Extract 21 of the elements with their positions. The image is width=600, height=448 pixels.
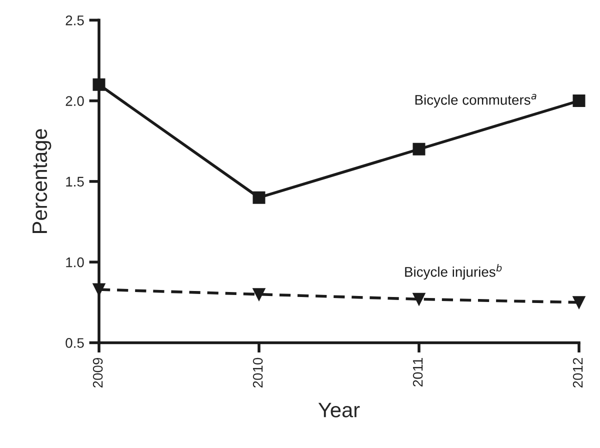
series-label: Bicycle injuries$^{b}$ [405, 264, 502, 280]
point [572, 94, 586, 108]
x-tick-label: 2012 [572, 358, 583, 388]
point [252, 191, 266, 204]
point [92, 78, 106, 91]
point [252, 288, 266, 301]
point [92, 283, 106, 296]
y-tick-label: 1.0 [66, 257, 84, 268]
y-tick-label: 2.0 [66, 96, 84, 106]
y-tick-label: 2.5 [66, 15, 84, 26]
x-tick-label: 2009 [92, 358, 103, 388]
point [572, 296, 586, 309]
x-axis-title: Year [318, 402, 360, 418]
series-label: Bicycle commuters$^{a}$ [415, 94, 536, 108]
x-tick-label: 2010 [252, 358, 263, 388]
y-axis-title: Percentage [32, 129, 52, 234]
point [412, 142, 426, 156]
point [412, 292, 426, 306]
y-tick-label: 1.5 [66, 176, 84, 187]
x-tick-label: 2011 [412, 358, 423, 386]
y-tick-label: 0.5 [66, 338, 84, 348]
